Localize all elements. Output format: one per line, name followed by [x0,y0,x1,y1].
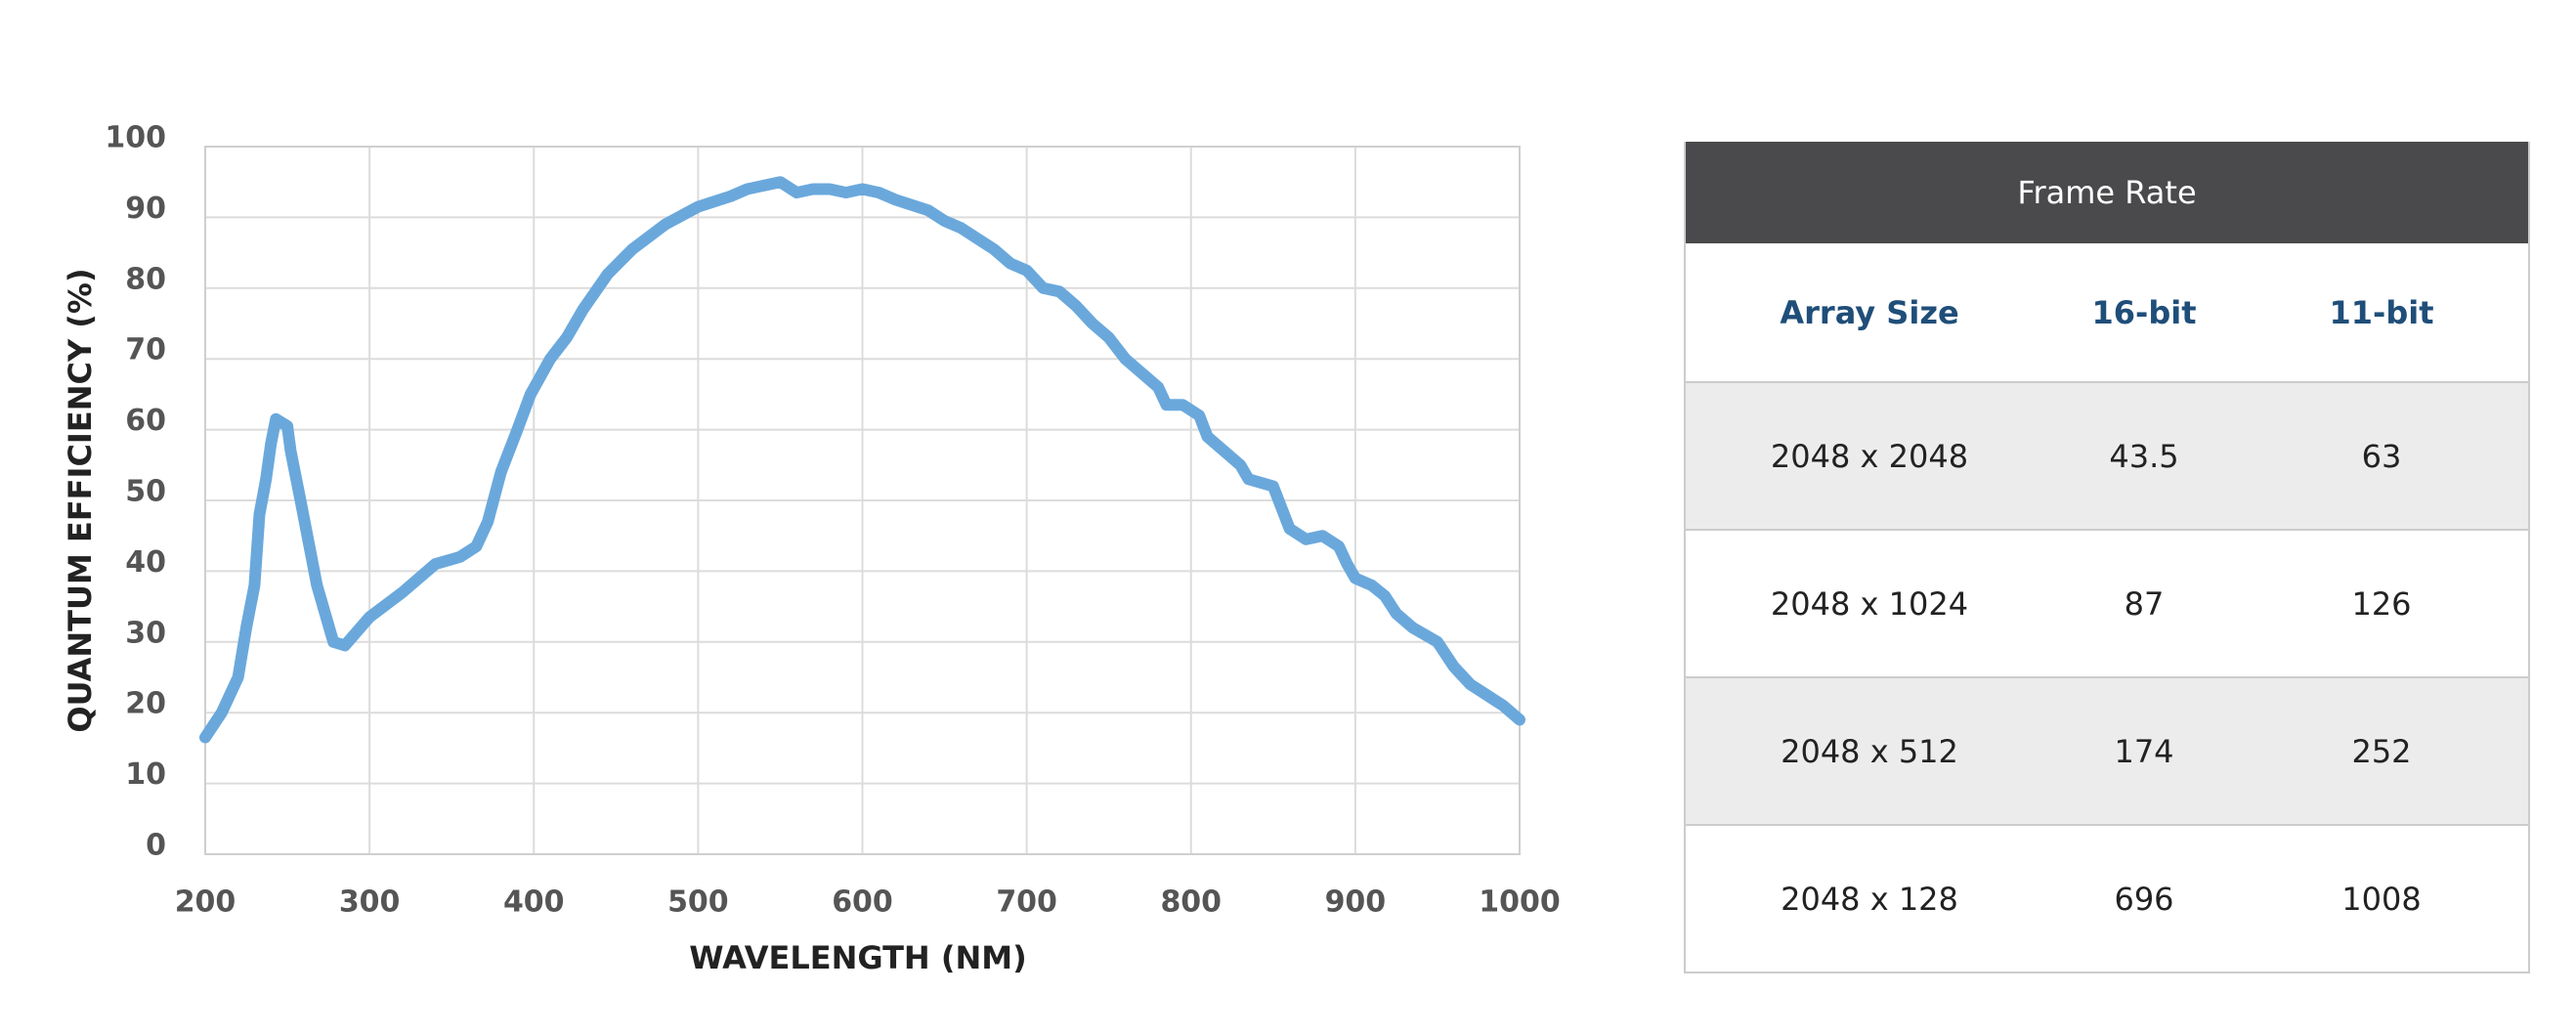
table-cell: 2048 x 128 [1781,880,1958,918]
x-tick-label: 700 [996,885,1057,920]
table-cell: 1008 [2341,880,2422,918]
table-cell: 126 [2351,584,2412,623]
y-tick-label: 80 [125,262,166,296]
column-header-row: Array Size 16-bit 11-bit [1686,243,2528,381]
y-tick-label: 100 [105,121,166,155]
y-tick-label: 0 [146,829,166,863]
table-row: 2048 x 128 696 1008 [1686,824,2528,971]
table-row: 2048 x 1024 87 126 [1686,529,2528,676]
y-tick-label: 30 [125,616,166,650]
x-tick-label: 500 [667,885,729,920]
frame-rate-table: Frame Rate Array Size 16-bit 11-bit 2048 x … [1684,142,2530,973]
y-tick-label: 40 [125,545,166,580]
table-title: Frame Rate [1686,142,2528,243]
x-tick-label: 900 [1325,885,1387,920]
table-cell: 63 [2361,437,2402,475]
y-tick-label: 70 [125,333,166,367]
x-tick-label: 400 [503,885,565,920]
y-tick-label: 20 [125,687,166,721]
table-cell: 2048 x 1024 [1770,584,1969,623]
chart: WAVELENGTH (NM) QUANTUM EFFICIENCY (%) 0… [62,121,1561,977]
y-tick-label: 90 [125,192,166,226]
table-cell: 174 [2114,732,2174,770]
table-cell: 2048 x 512 [1781,732,1958,770]
table-row: 2048 x 2048 43.5 63 [1686,381,2528,529]
qe-line [199,176,1525,744]
x-tick-label: 1000 [1479,885,1561,920]
y-tick-label: 10 [125,757,166,792]
x-tick-label: 300 [339,885,401,920]
table-cell: 2048 x 2048 [1770,437,1969,475]
x-tick-label: 600 [832,885,893,920]
column-header: Array Size [1780,293,1959,331]
x-tick-label: 800 [1160,885,1222,920]
x-axis-label: WAVELENGTH (NM) [689,939,1026,976]
column-header: 16-bit [2091,293,2197,331]
y-tick-label: 60 [125,404,166,438]
table-cell: 696 [2114,880,2174,918]
y-axis-label: QUANTUM EFFICIENCY (%) [62,268,99,732]
table-cell: 252 [2351,732,2412,770]
column-header: 11-bit [2329,293,2434,331]
y-tick-label: 50 [125,475,166,509]
plot-border [204,146,1521,855]
table-cell: 43.5 [2109,437,2179,475]
table-cell: 87 [2124,584,2165,623]
table-row: 2048 x 512 174 252 [1686,676,2528,824]
x-tick-label: 200 [175,885,236,920]
